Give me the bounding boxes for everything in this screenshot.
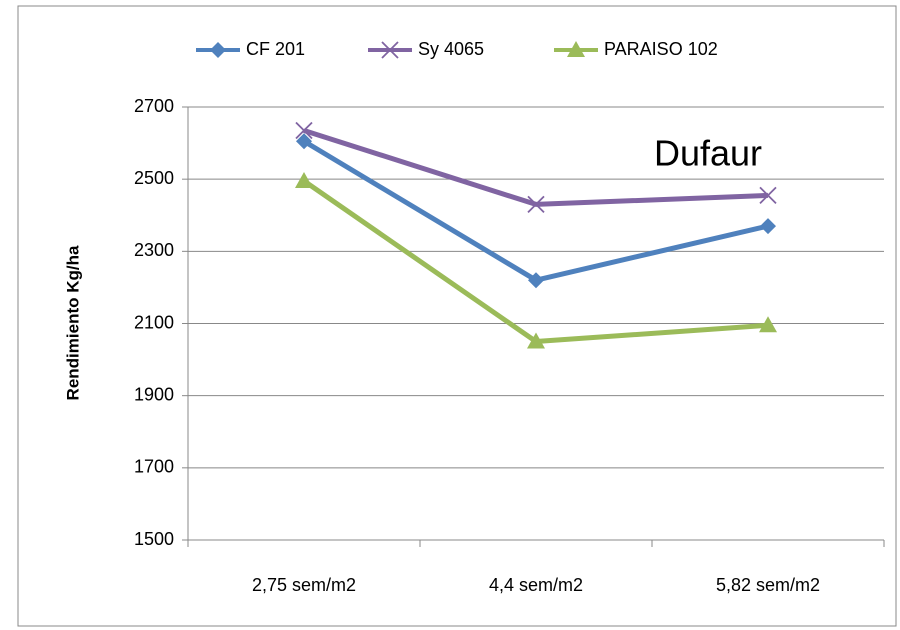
- y-tick-label: 2300: [134, 240, 174, 260]
- marker: [759, 316, 777, 333]
- marker: [295, 121, 313, 140]
- y-tick-label: 1700: [134, 457, 174, 477]
- marker: [381, 41, 399, 59]
- y-tick-label: 2700: [134, 96, 174, 116]
- x-tick-label: 2,75 sem/m2: [252, 575, 356, 595]
- x-tick-label: 4,4 sem/m2: [489, 575, 583, 595]
- y-axis-label: Rendimiento Kg/ha: [63, 245, 82, 400]
- marker: [527, 195, 545, 214]
- y-tick-label: 2100: [134, 312, 174, 332]
- annotation: Dufaur: [654, 133, 762, 174]
- marker: [210, 42, 226, 58]
- legend-label: CF 201: [246, 39, 305, 59]
- marker: [528, 272, 544, 289]
- marker: [527, 332, 545, 349]
- chart-border: [17, 5, 897, 627]
- marker: [296, 133, 312, 150]
- marker: [759, 186, 777, 205]
- marker: [760, 218, 776, 235]
- marker: [567, 41, 585, 57]
- y-tick-label: 2500: [134, 168, 174, 188]
- legend-label: Sy 4065: [418, 39, 484, 59]
- legend-label: PARAISO 102: [604, 39, 718, 59]
- y-tick-label: 1900: [134, 384, 174, 404]
- marker: [295, 171, 313, 188]
- x-tick-label: 5,82 sem/m2: [716, 575, 820, 595]
- y-tick-label: 1500: [134, 529, 174, 549]
